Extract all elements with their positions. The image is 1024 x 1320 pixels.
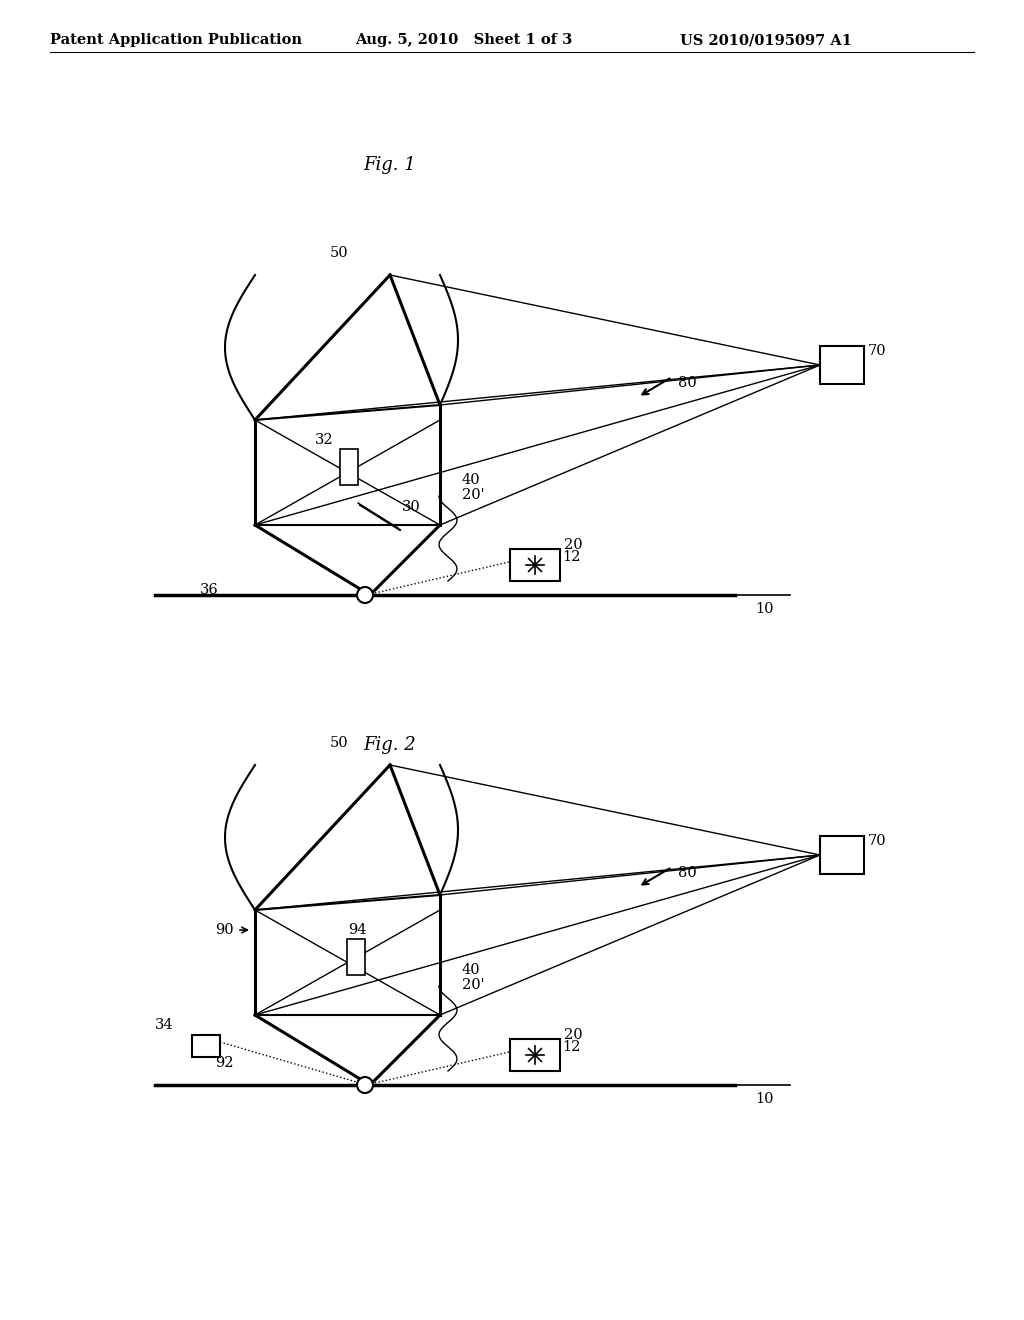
Text: 70: 70 [868,834,887,847]
Text: 70: 70 [868,345,887,358]
Text: 12: 12 [562,550,581,564]
Text: 20': 20' [462,978,484,993]
Text: 20: 20 [564,539,583,552]
FancyBboxPatch shape [193,1035,220,1057]
Text: Fig. 1: Fig. 1 [364,156,417,174]
Text: 80: 80 [678,866,696,880]
Text: 10: 10 [755,602,773,616]
FancyBboxPatch shape [510,1039,560,1071]
FancyBboxPatch shape [820,836,864,874]
Circle shape [357,1077,373,1093]
Text: 20: 20 [564,1028,583,1041]
Text: 94: 94 [348,923,367,937]
Text: US 2010/0195097 A1: US 2010/0195097 A1 [680,33,852,48]
Text: 40: 40 [462,473,480,487]
FancyBboxPatch shape [820,346,864,384]
FancyBboxPatch shape [340,449,358,484]
Text: Aug. 5, 2010   Sheet 1 of 3: Aug. 5, 2010 Sheet 1 of 3 [355,33,572,48]
Text: 10: 10 [755,1092,773,1106]
Text: 36: 36 [200,583,219,597]
FancyBboxPatch shape [510,549,560,581]
Text: 92: 92 [215,1056,233,1071]
Text: 20': 20' [462,488,484,502]
Text: Fig. 2: Fig. 2 [364,737,417,754]
Text: 90: 90 [215,923,233,937]
FancyBboxPatch shape [347,939,365,975]
Text: 50: 50 [330,246,348,260]
Text: 40: 40 [462,964,480,977]
Text: 34: 34 [155,1018,174,1032]
Text: Patent Application Publication: Patent Application Publication [50,33,302,48]
Text: 80: 80 [678,376,696,389]
Text: 30: 30 [402,500,421,513]
Text: 32: 32 [315,433,334,447]
Circle shape [357,587,373,603]
Text: 50: 50 [330,737,348,750]
Text: 12: 12 [562,1040,581,1053]
